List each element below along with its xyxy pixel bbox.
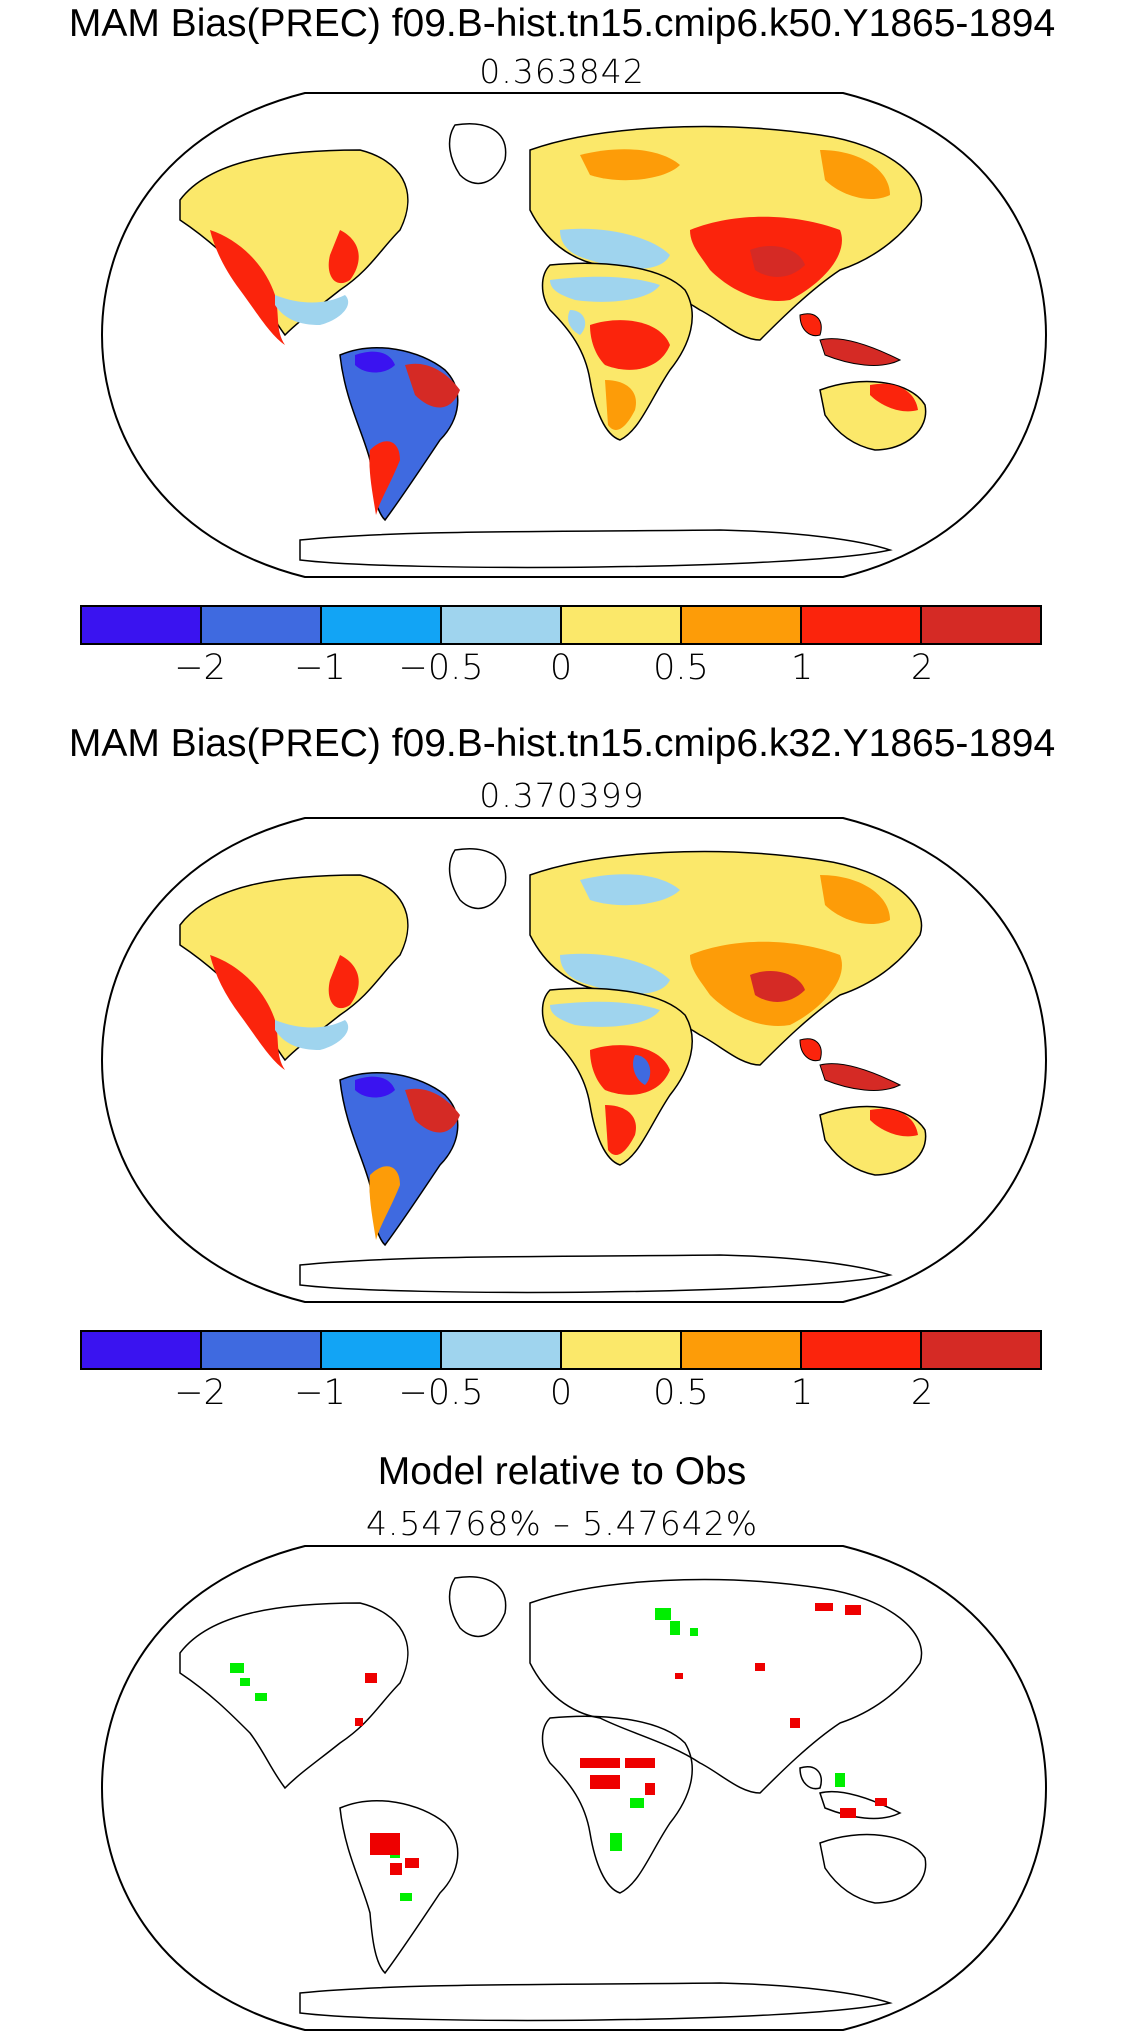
- panel1-subtitle: 0.363842: [479, 52, 645, 91]
- map-frame: [100, 1545, 1048, 2031]
- colorbar-1-bin-2: [202, 607, 322, 643]
- panel1-title: MAM Bias(PREC) f09.B-hist.tn15.cmip6.k50…: [68, 2, 1056, 45]
- europe-asia: [529, 125, 923, 341]
- australia-islands: [799, 313, 927, 451]
- south-america: [339, 1072, 460, 1247]
- panel3-title: Model relative to Obs: [377, 1450, 747, 1493]
- colorbar-1-ticks: −2 −1 −0.5 0 0.5 1 2: [0, 648, 1124, 692]
- colorbar-2-bin-5: [562, 1332, 682, 1368]
- colorbar-1-tick-7: 2: [910, 648, 934, 688]
- europe-asia: [529, 850, 923, 1066]
- australia-islands: [799, 1038, 927, 1176]
- colorbar-2-bin-3: [322, 1332, 442, 1368]
- colorbar-1-tick-4: 0: [549, 648, 573, 688]
- colorbar-1-tick-2: −1: [294, 648, 346, 688]
- colorbar-2-bin-1: [82, 1332, 202, 1368]
- colorbar-1-bin-8: [922, 607, 1040, 643]
- colorbar-1-tick-5: 0.5: [653, 648, 709, 688]
- south-america: [339, 347, 460, 522]
- relative-map: [100, 1545, 1048, 2031]
- colorbar-2-tick-3: −0.5: [398, 1373, 484, 1413]
- colorbar-1: [80, 605, 1042, 645]
- colorbar-1-tick-1: −2: [174, 648, 226, 688]
- greenland: [448, 848, 507, 910]
- colorbar-1-bin-6: [682, 607, 802, 643]
- colorbar-2-bin-2: [202, 1332, 322, 1368]
- bias-map-k50: [100, 92, 1048, 578]
- colorbar-2-tick-2: −1: [294, 1373, 346, 1413]
- colorbar-2-tick-1: −2: [174, 1373, 226, 1413]
- colorbar-2: [80, 1330, 1042, 1370]
- colorbar-1-tick-3: −0.5: [398, 648, 484, 688]
- panel3-subtitle: 4.54768% – 5.47642%: [365, 1504, 759, 1543]
- antarctica: [299, 1254, 893, 1294]
- colorbar-2-tick-6: 1: [790, 1373, 814, 1413]
- africa: [541, 262, 693, 441]
- colorbar-2-bin-6: [682, 1332, 802, 1368]
- better-cells: [230, 1608, 845, 1901]
- africa: [541, 987, 693, 1166]
- colorbar-1-tick-6: 1: [790, 648, 814, 688]
- colorbar-2-bin-8: [922, 1332, 1040, 1368]
- colorbar-1-bin-7: [802, 607, 922, 643]
- greenland: [448, 123, 507, 185]
- north-america: [179, 874, 409, 1070]
- colorbar-2-ticks: −2 −1 −0.5 0 0.5 1 2: [0, 1373, 1124, 1417]
- antarctica: [299, 529, 893, 569]
- colorbar-1-bin-1: [82, 607, 202, 643]
- panel2-subtitle: 0.370399: [479, 776, 645, 815]
- colorbar-2-bin-7: [802, 1332, 922, 1368]
- bias-map-k32: [100, 817, 1048, 1303]
- colorbar-1-bin-4: [442, 607, 562, 643]
- colorbar-2-tick-5: 0.5: [653, 1373, 709, 1413]
- colorbar-1-bin-5: [562, 607, 682, 643]
- colorbar-1-bin-3: [322, 607, 442, 643]
- colorbar-2-bin-4: [442, 1332, 562, 1368]
- worse-cells: [355, 1603, 887, 1875]
- colorbar-2-tick-7: 2: [910, 1373, 934, 1413]
- north-america: [179, 149, 409, 345]
- panel2-title: MAM Bias(PREC) f09.B-hist.tn15.cmip6.k32…: [68, 722, 1056, 765]
- colorbar-2-tick-4: 0: [549, 1373, 573, 1413]
